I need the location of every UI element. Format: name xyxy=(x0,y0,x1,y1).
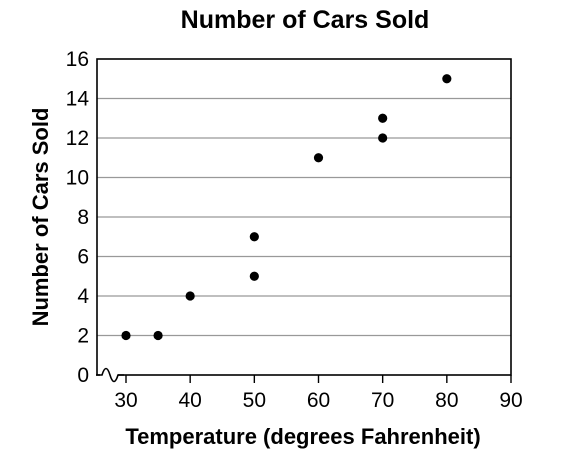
y-tick-label: 10 xyxy=(66,167,89,190)
chart-title: Number of Cars Sold xyxy=(181,6,430,34)
data-point xyxy=(442,74,452,84)
x-axis-break xyxy=(96,367,124,383)
y-tick-label: 8 xyxy=(77,206,89,229)
y-axis-ticks: 0 2 4 6 8 10 12 14 16 xyxy=(66,48,90,387)
data-point xyxy=(249,271,259,281)
y-tick-label: 12 xyxy=(66,127,89,150)
y-axis-label: Number of Cars Sold xyxy=(28,108,53,327)
data-point xyxy=(378,133,388,143)
y-tick-label: 2 xyxy=(77,325,89,348)
data-point xyxy=(249,232,259,242)
data-point xyxy=(378,113,388,123)
x-tick-label: 80 xyxy=(435,389,458,412)
data-point xyxy=(313,153,324,163)
data-point xyxy=(121,330,131,341)
x-tick-label: 30 xyxy=(114,389,137,412)
x-tick-label: 70 xyxy=(371,389,394,412)
y-tick-label: 0 xyxy=(77,364,89,387)
data-points xyxy=(121,74,452,341)
plot-frame xyxy=(96,58,512,376)
x-tick-label: 90 xyxy=(499,389,522,412)
y-tick-label: 14 xyxy=(66,88,90,111)
gridlines xyxy=(97,97,511,337)
x-axis-label: Temperature (degrees Fahrenheit) xyxy=(125,424,480,449)
data-point xyxy=(153,330,163,341)
x-axis-ticks: 30 40 50 60 70 80 90 xyxy=(114,375,523,412)
x-tick-label: 50 xyxy=(243,389,266,412)
y-tick-label: 6 xyxy=(77,246,89,269)
data-point xyxy=(185,291,195,301)
y-tick-label: 4 xyxy=(77,285,89,308)
x-tick-label: 60 xyxy=(307,389,330,412)
y-tick-label: 16 xyxy=(66,48,89,71)
x-tick-label: 40 xyxy=(178,389,201,412)
